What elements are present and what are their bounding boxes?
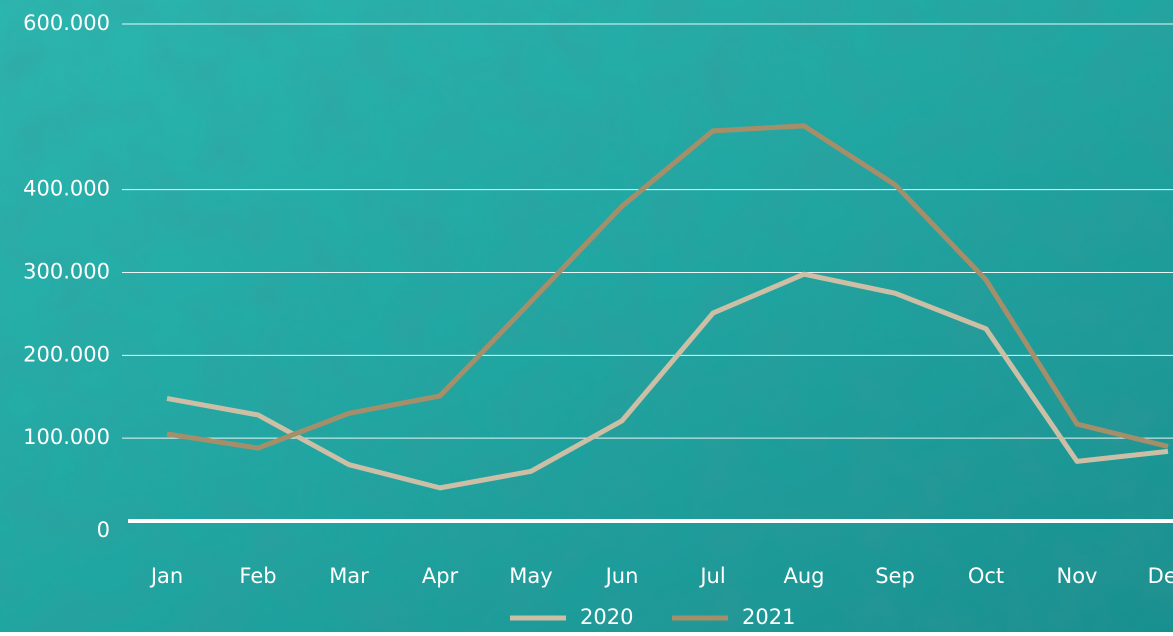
series-line	[166, 123, 1169, 451]
legend-label: 2021	[742, 605, 795, 629]
x-tick-label: Jul	[698, 564, 725, 588]
y-tick-label: 300.000	[23, 260, 110, 284]
x-tick-label: Oct	[968, 564, 1004, 588]
x-tick-label: Aug	[783, 564, 824, 588]
x-tick-label: May	[509, 564, 552, 588]
y-tick-label: 0	[97, 518, 110, 542]
y-tick-label: 400.000	[23, 177, 110, 201]
y-tick-label: 200.000	[23, 342, 110, 366]
x-tick-label: Mar	[329, 564, 369, 588]
y-tick-label: 600.000	[23, 11, 110, 35]
x-tick-label: Apr	[422, 564, 459, 588]
x-tick-label: Nov	[1057, 564, 1098, 588]
series-line	[166, 271, 1169, 491]
y-tick-label: 100.000	[23, 425, 110, 449]
legend-label: 2020	[580, 605, 633, 629]
x-tick-label: Sep	[875, 564, 915, 588]
x-tick-label: Dec	[1148, 564, 1173, 588]
x-tick-label: Feb	[239, 564, 276, 588]
x-tick-label: Jun	[604, 564, 639, 588]
x-tick-label: Jan	[149, 564, 183, 588]
